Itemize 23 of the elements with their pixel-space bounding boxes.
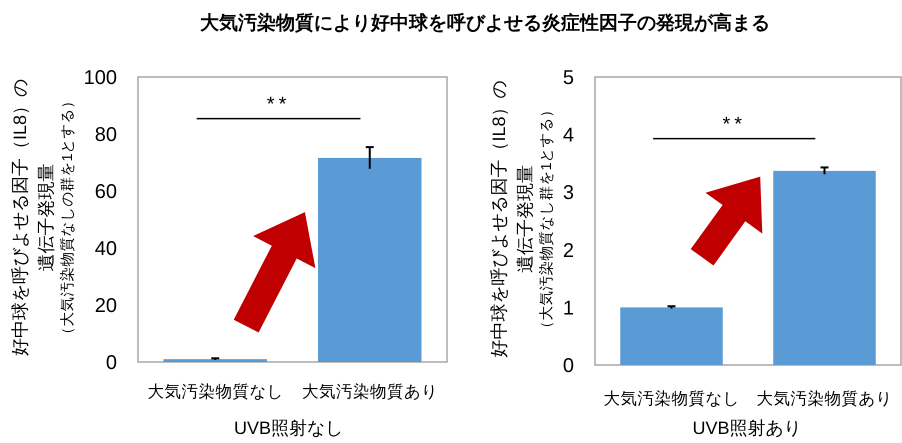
y-tick-label: 0 bbox=[106, 352, 117, 374]
y-tick-label: 1 bbox=[562, 297, 574, 320]
y-axis-title: 好中球を呼びよせる因子（IL8）の遺伝子発現量（大気汚染物質なしの群を1とする） bbox=[10, 78, 76, 356]
annotation: ** bbox=[266, 94, 290, 116]
x-axis-title: UVB照射あり bbox=[692, 418, 802, 438]
x-tick-label: 大気汚染物質あり bbox=[756, 389, 892, 408]
y-tick-label: 2 bbox=[562, 240, 574, 262]
x-tick-label: 大気汚染物質なし bbox=[147, 382, 284, 401]
text: 大気汚染物質により好中球を呼びよせる炎症性因子の発現が高まる bbox=[200, 12, 770, 34]
y-tick-label: 80 bbox=[94, 124, 117, 146]
y-tick-label: 0 bbox=[562, 355, 574, 377]
y-tick-label: 4 bbox=[562, 124, 574, 147]
y-tick-label: 100 bbox=[84, 67, 117, 89]
y-tick-label: 5 bbox=[562, 67, 574, 89]
y-tick-label: 40 bbox=[94, 238, 117, 260]
y-tick-label: 20 bbox=[94, 295, 117, 317]
annotation: ** bbox=[722, 114, 746, 136]
y-tick-label: 3 bbox=[562, 182, 574, 204]
x-tick-label: 大気汚染物質なし bbox=[604, 389, 740, 408]
x-axis-title: UVB照射なし bbox=[234, 418, 344, 438]
y-axis-title: 好中球を呼びよせる因子（IL8）の遺伝子発現量（大気汚染物質なし群を1とする） bbox=[489, 80, 555, 358]
x-tick-label: 大気汚染物質あり bbox=[302, 382, 438, 401]
y-tick-label: 60 bbox=[94, 181, 117, 203]
